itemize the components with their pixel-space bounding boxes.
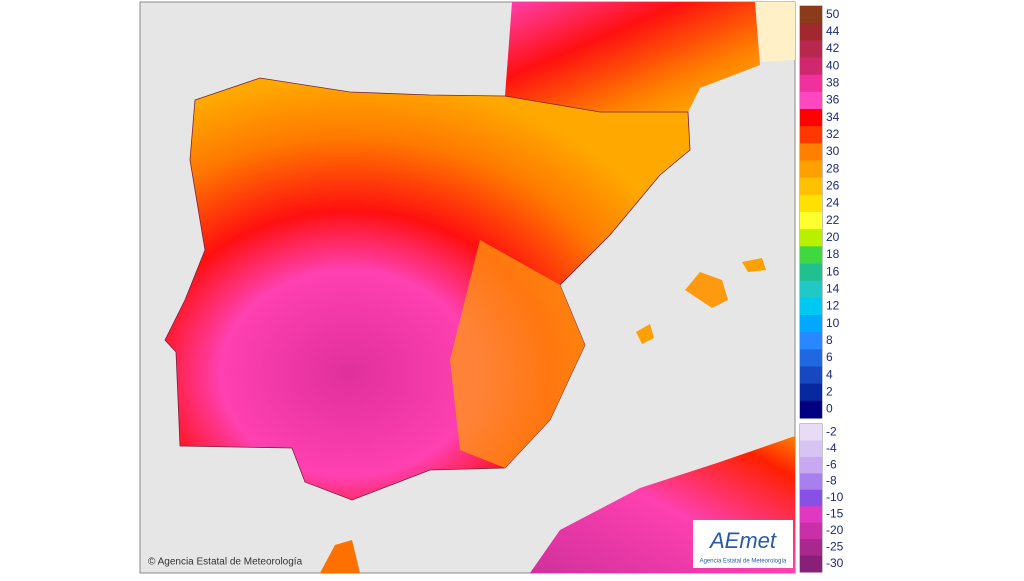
legend-label: 22 xyxy=(826,213,840,227)
legend-label: 24 xyxy=(826,196,840,210)
menorca xyxy=(742,258,766,272)
france xyxy=(505,2,760,112)
legend-swatch xyxy=(800,297,822,316)
legend-label: 0 xyxy=(826,402,833,416)
legend-label: 2 xyxy=(826,384,833,398)
legend-swatch xyxy=(800,280,822,299)
legend-swatch xyxy=(800,212,822,230)
legend-label: 50 xyxy=(826,7,840,21)
legend-label: 12 xyxy=(826,299,840,313)
legend-swatch xyxy=(800,229,822,247)
logo-box xyxy=(693,520,793,568)
logo-subtitle: Agencia Estatal de Meteorología xyxy=(700,559,787,565)
legend-label: -15 xyxy=(826,507,844,521)
legend-swatch xyxy=(800,456,822,474)
legend-label: -4 xyxy=(826,441,837,455)
legend-label: 6 xyxy=(826,350,833,364)
legend-swatch xyxy=(800,109,822,127)
legend-swatch xyxy=(800,522,822,540)
copyright: © Agencia Estatal de Meteorología xyxy=(148,557,303,568)
legend-swatch xyxy=(800,315,822,333)
legend-label: 36 xyxy=(826,93,840,107)
legend-swatch xyxy=(800,6,822,24)
legend-label: 4 xyxy=(826,367,833,381)
legend-label: 34 xyxy=(826,110,840,124)
map: © Agencia Estatal de Meteorología AEmet … xyxy=(139,1,796,574)
legend-swatch xyxy=(800,440,822,458)
legend-swatch xyxy=(800,332,822,350)
legend-label: 20 xyxy=(826,230,840,244)
legend-swatch xyxy=(800,424,822,441)
legend-label: -10 xyxy=(826,490,844,504)
legend-swatch xyxy=(800,194,822,213)
legend-label: -30 xyxy=(826,556,844,570)
legend-swatch xyxy=(800,57,822,76)
legend-label: 42 xyxy=(826,41,840,55)
land-edge xyxy=(755,2,795,62)
legend-swatch xyxy=(800,23,822,41)
legend-label: 16 xyxy=(826,264,840,278)
legend-label: -2 xyxy=(826,424,837,438)
legend-label: 40 xyxy=(826,58,840,72)
legend-swatch xyxy=(800,263,822,282)
legend-label: 18 xyxy=(826,247,840,261)
legend-swatch xyxy=(800,473,822,491)
legend-label: -25 xyxy=(826,540,844,554)
legend-label: 38 xyxy=(826,75,840,89)
logo: AEmet xyxy=(708,528,777,553)
east-region xyxy=(450,240,585,468)
legend-label: 14 xyxy=(826,281,840,295)
legend-label: 26 xyxy=(826,178,840,192)
legend-swatch xyxy=(800,366,822,385)
legend: 5044424038363432302826242220181614121086… xyxy=(799,5,844,573)
legend-swatch xyxy=(800,400,822,419)
legend-swatch xyxy=(800,40,822,58)
africa-west xyxy=(320,540,360,573)
legend-swatch xyxy=(800,177,822,196)
legend-swatch xyxy=(800,489,822,507)
mallorca xyxy=(685,272,728,308)
legend-label: -8 xyxy=(826,474,837,488)
legend-swatch xyxy=(800,143,822,161)
legend-label: -6 xyxy=(826,457,837,471)
legend-label: 28 xyxy=(826,161,840,175)
legend-swatch xyxy=(800,246,822,264)
legend-label: 32 xyxy=(826,127,840,141)
ibiza xyxy=(636,324,654,344)
legend-label: 10 xyxy=(826,316,840,330)
legend-label: 8 xyxy=(826,333,833,347)
legend-swatch xyxy=(800,91,822,110)
legend-swatch xyxy=(800,349,822,367)
legend-swatch xyxy=(800,74,822,93)
legend-label: 30 xyxy=(826,144,840,158)
legend-swatch xyxy=(800,506,822,524)
legend-label: -20 xyxy=(826,523,844,537)
legend-swatch xyxy=(800,539,822,557)
legend-swatch xyxy=(800,160,822,179)
legend-label: 44 xyxy=(826,24,840,38)
legend-swatch xyxy=(800,555,822,573)
legend-swatch xyxy=(800,383,822,402)
legend-swatch xyxy=(800,126,822,144)
